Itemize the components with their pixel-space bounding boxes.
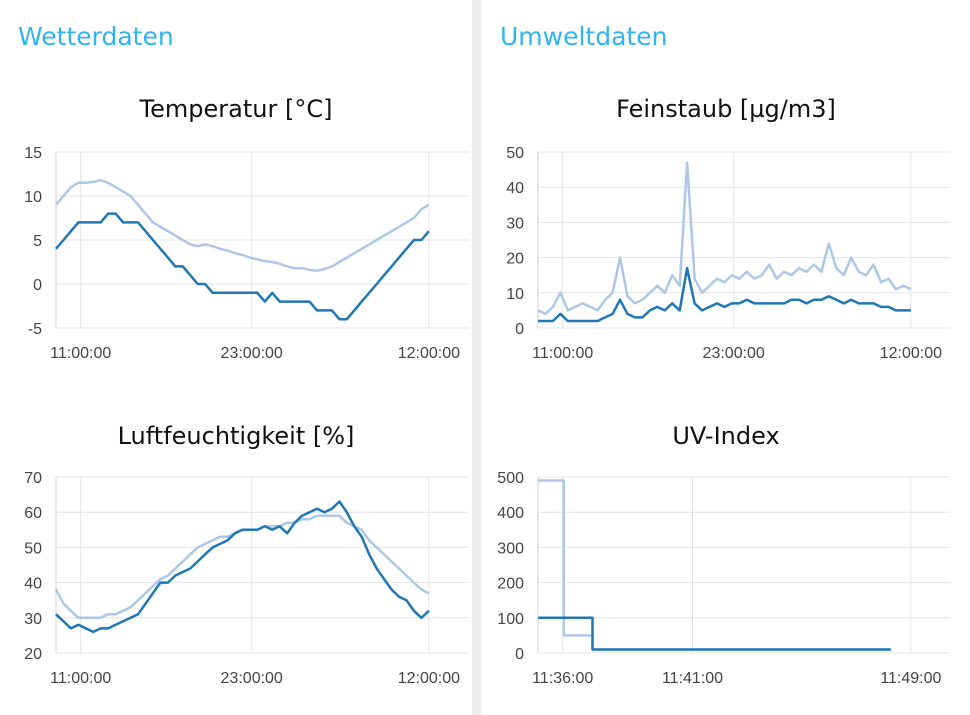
particulate-chart: 0 10 20 30 40 50 11:00:00 23:00:00 12:00:00	[506, 145, 950, 362]
weather-section-title: Wetterdaten	[18, 22, 174, 51]
weather-panel: Wetterdaten Temperatur [°C] -5 0 5 10 15 11:0…	[0, 0, 472, 715]
humidity-series-dark	[55, 500, 430, 634]
particulate-series-light	[537, 161, 912, 316]
uv-series-dark	[538, 616, 891, 651]
humidity-chart-title: Luftfeuchtigkeit [%]	[117, 422, 355, 450]
y-tick-label: 40	[24, 576, 42, 593]
y-tick-label: 70	[24, 470, 42, 487]
uv-series-light	[538, 479, 891, 651]
y-tick-label: 60	[24, 505, 42, 522]
y-tick-label: 10	[24, 189, 42, 206]
x-tick-label: 11:36:00	[532, 670, 593, 687]
uv-chart: 0 100 200 300 400 500 11:36:00 11:41:00 11:49:00	[497, 470, 950, 687]
temperature-chart-title: Temperatur [°C]	[139, 95, 333, 123]
x-tick-label: 23:00:00	[703, 345, 765, 362]
x-tick-label: 11:00:00	[50, 670, 111, 687]
particulate-series-dark	[538, 266, 911, 323]
y-tick-label: 100	[497, 611, 524, 628]
y-tick-label: 400	[497, 505, 524, 522]
y-tick-label: 50	[506, 145, 524, 162]
y-tick-label: 10	[506, 286, 524, 303]
x-tick-label: 12:00:00	[398, 345, 460, 362]
y-tick-label: 0	[515, 646, 524, 663]
y-tick-label: 20	[506, 251, 524, 268]
y-tick-label: 15	[24, 145, 42, 162]
x-tick-label: 12:00:00	[880, 345, 942, 362]
y-tick-label: -5	[28, 321, 42, 338]
x-tick-label: 23:00:00	[221, 670, 283, 687]
x-tick-label: 12:00:00	[398, 670, 460, 687]
environment-panel: Umweltdaten Feinstaub [µg/m3] 0 10 20 30 40 5…	[482, 0, 970, 715]
y-tick-label: 20	[24, 646, 42, 663]
y-tick-label: 50	[24, 540, 42, 557]
temperature-series-dark	[55, 212, 430, 321]
y-tick-label: 30	[24, 611, 42, 628]
humidity-chart: 20 30 40 50 60 70 11:00:00 23:00:00 12:00:00	[24, 470, 468, 687]
y-tick-label: 0	[515, 321, 524, 338]
x-tick-label: 11:41:00	[662, 670, 723, 687]
environment-section-title: Umweltdaten	[500, 22, 668, 51]
particulate-chart-title: Feinstaub [µg/m3]	[616, 95, 836, 123]
uv-chart-title: UV-Index	[672, 422, 780, 450]
x-tick-label: 11:49:00	[880, 670, 941, 687]
y-tick-label: 40	[506, 180, 524, 197]
x-tick-label: 11:00:00	[532, 345, 593, 362]
temperature-chart: -5 0 5 10 15 11:00:00 23:00:00 12:00:00	[24, 145, 468, 362]
y-tick-label: 200	[497, 576, 524, 593]
temperature-series-light	[55, 178, 430, 273]
y-tick-label: 30	[506, 215, 524, 232]
x-tick-label: 11:00:00	[50, 345, 111, 362]
y-tick-label: 500	[497, 470, 524, 487]
y-tick-label: 5	[33, 233, 42, 250]
x-tick-label: 23:00:00	[221, 345, 283, 362]
y-tick-label: 300	[497, 540, 524, 557]
y-tick-label: 0	[33, 277, 42, 294]
